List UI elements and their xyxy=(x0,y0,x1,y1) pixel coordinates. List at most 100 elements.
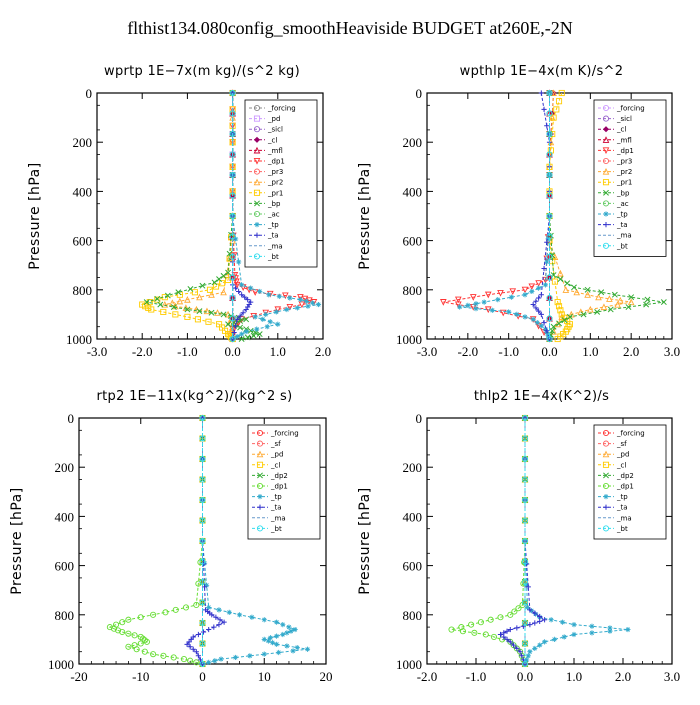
legend-label: _dp1 xyxy=(270,483,288,491)
data-point xyxy=(515,605,522,612)
legend-marker xyxy=(256,450,264,458)
data-point xyxy=(260,316,266,322)
data-point xyxy=(125,616,132,623)
data-point xyxy=(541,265,547,272)
data-point xyxy=(532,620,538,626)
data-point xyxy=(537,618,543,624)
legend-marker xyxy=(253,146,261,154)
chart-panel: wpthlp 1E−4x(m K)/s^2 Pressure [hPa] -3.0 -… xyxy=(357,64,680,359)
legend-label: _cl xyxy=(270,461,280,469)
x-tick-label: 3.0 xyxy=(664,344,680,359)
y-tick-label: 0 xyxy=(68,411,75,426)
data-point xyxy=(196,293,203,301)
legend: _forcing _sf _pd _cl _dp2 _dp1 _tp _ta _ma _bt xyxy=(247,424,321,540)
y-tick-label: 0 xyxy=(416,411,423,426)
x-tick-label: 10 xyxy=(258,669,271,684)
series-line xyxy=(443,93,550,340)
data-point xyxy=(206,626,212,633)
legend-marker xyxy=(602,429,610,437)
series-dp1 xyxy=(440,89,553,343)
data-point xyxy=(257,288,263,295)
data-point xyxy=(294,305,300,311)
legend-marker xyxy=(602,440,610,447)
data-point xyxy=(548,617,554,623)
data-point xyxy=(154,296,161,303)
legend-marker xyxy=(602,242,610,249)
data-point xyxy=(148,306,155,313)
data-point xyxy=(628,294,635,301)
x-tick-label: -10 xyxy=(132,669,149,684)
data-point xyxy=(554,299,561,306)
series-ta xyxy=(230,90,254,342)
legend: _forcing _pd _sicl _cl _mfl _dp1 _pr3 _pr2 _pr1 _… xyxy=(244,99,318,268)
y-tick-label: 800 xyxy=(403,608,423,623)
data-point xyxy=(521,496,529,504)
data-point xyxy=(110,625,118,632)
legend-marker xyxy=(603,222,609,228)
data-point xyxy=(477,619,484,626)
data-point xyxy=(571,631,577,638)
data-point xyxy=(440,299,447,306)
data-point xyxy=(538,292,544,298)
y-tick-label: 800 xyxy=(403,283,423,298)
series-dp1 xyxy=(106,414,206,668)
figure-title: flthist134.080config_smoothHeaviside BUD… xyxy=(127,18,573,38)
data-point xyxy=(225,321,232,328)
data-point xyxy=(273,309,279,315)
data-point xyxy=(203,307,211,315)
data-point xyxy=(537,613,543,620)
data-point xyxy=(261,617,267,623)
data-point xyxy=(557,276,564,283)
data-point xyxy=(141,648,148,655)
series-bp xyxy=(143,90,263,342)
legend-marker xyxy=(602,200,610,207)
data-point xyxy=(521,517,529,524)
data-point xyxy=(525,653,531,659)
data-point xyxy=(276,293,282,299)
data-point xyxy=(521,476,529,483)
series-line xyxy=(499,418,546,665)
data-point xyxy=(249,614,255,620)
data-point xyxy=(544,239,550,245)
data-point xyxy=(542,276,549,284)
series-ta xyxy=(530,90,553,342)
data-point xyxy=(247,653,253,659)
data-point xyxy=(303,298,310,304)
data-point xyxy=(521,414,529,422)
legend-label: _sf xyxy=(270,440,281,448)
data-point xyxy=(501,634,507,640)
data-point xyxy=(562,286,570,293)
data-point xyxy=(276,649,282,656)
x-tick-label: 20 xyxy=(320,669,333,684)
data-point xyxy=(233,236,239,242)
data-point xyxy=(267,635,274,641)
data-point xyxy=(530,316,536,322)
data-point xyxy=(551,636,557,642)
y-tick-label: 1000 xyxy=(48,657,74,672)
legend-marker xyxy=(603,189,609,196)
data-point xyxy=(231,329,237,336)
data-point xyxy=(524,582,530,588)
series-line xyxy=(549,92,571,340)
data-point xyxy=(546,89,553,97)
x-tick-label: 2.0 xyxy=(315,344,331,359)
data-point xyxy=(546,171,553,179)
data-point xyxy=(546,315,553,322)
data-point xyxy=(550,323,557,330)
data-point xyxy=(274,619,280,625)
x-tick-label: -2.0 xyxy=(458,344,479,359)
data-point xyxy=(193,649,199,655)
data-point xyxy=(238,336,245,342)
data-point xyxy=(484,306,492,314)
x-tick-label: 1.0 xyxy=(582,344,598,359)
data-point xyxy=(522,292,528,298)
data-point xyxy=(546,335,553,343)
data-point xyxy=(286,624,292,630)
legend-marker xyxy=(602,126,610,133)
data-point xyxy=(243,329,249,335)
data-point xyxy=(554,320,561,328)
legend-label: _dp1 xyxy=(616,483,634,491)
data-point xyxy=(532,645,538,652)
data-point xyxy=(448,626,455,633)
